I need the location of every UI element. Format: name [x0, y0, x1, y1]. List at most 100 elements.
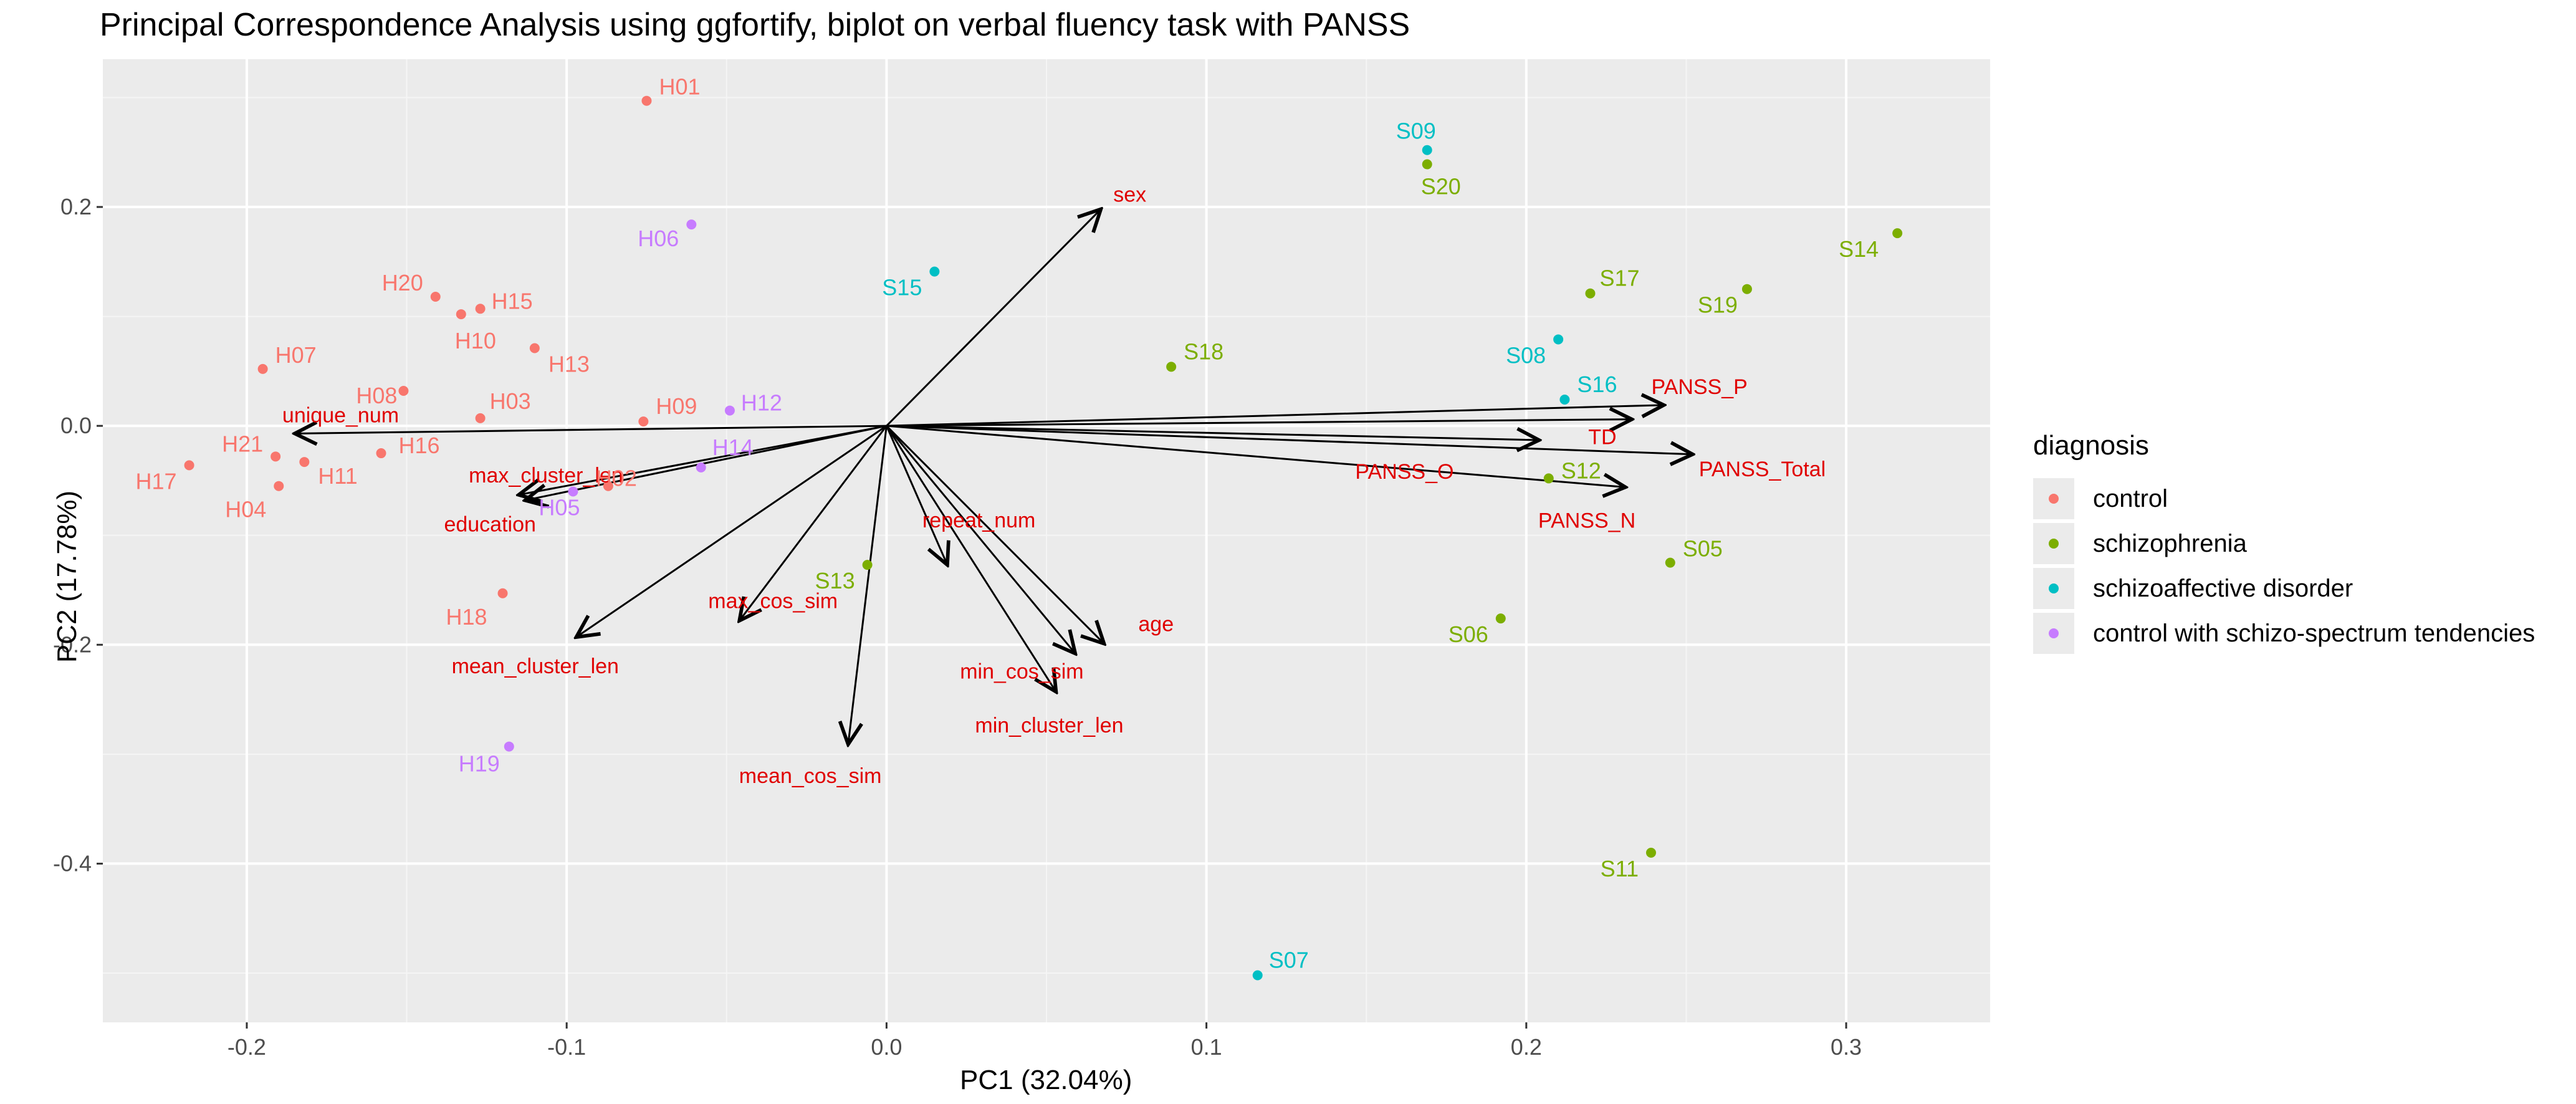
- point-label-s20: S20: [1421, 174, 1461, 199]
- loading-arrow-mean-cos-sim: [848, 425, 888, 744]
- loading-label-mean-cos-sim: mean_cos_sim: [739, 764, 882, 788]
- loading-label-panss-o: PANSS_O: [1355, 460, 1453, 484]
- loading-label-sex: sex: [1113, 183, 1146, 207]
- point-label-h12: H12: [741, 390, 782, 416]
- score-point-h20: [430, 291, 441, 302]
- score-point-h21: [271, 451, 281, 462]
- score-point-s05: [1665, 557, 1675, 568]
- point-label-h06: H06: [638, 226, 679, 251]
- loading-label-education: education: [444, 513, 535, 537]
- point-label-s12: S12: [1561, 458, 1601, 483]
- score-point-h07: [257, 363, 268, 374]
- y-axis-label: PC2 (17.78%): [52, 490, 83, 663]
- score-point-s13: [862, 560, 873, 570]
- loading-arrow-max-cos-sim: [739, 425, 888, 621]
- point-labels: sex unique_num max_cluster_len education mea…: [136, 74, 1879, 973]
- score-point-s19: [1741, 284, 1752, 294]
- point-label-s18: S18: [1184, 338, 1223, 364]
- loading-arrow-unique-num: [295, 426, 887, 433]
- legend-title: diagnosis: [2033, 430, 2149, 461]
- point-label-h08: H08: [356, 383, 397, 408]
- point-label-h15: H15: [492, 288, 533, 314]
- axis-layer: -0.2 -0.1 0.0 0.1 0.2 0.3 -0.4 -0.2 0.0 0.2: [53, 194, 1862, 1060]
- point-label-h19: H19: [459, 751, 500, 777]
- point-label-s09: S09: [1396, 118, 1436, 144]
- legend-item-control: control: [2033, 476, 2535, 521]
- loading-arrow-mean-cluster-len: [577, 425, 888, 637]
- point-label-h14: H14: [712, 434, 754, 460]
- loading-arrows: [295, 209, 1693, 745]
- score-point-h11: [299, 457, 310, 468]
- point-label-s06: S06: [1448, 622, 1488, 647]
- y-tick-label: 0.0: [60, 413, 92, 438]
- loading-label-min-cluster-len: min_cluster_len: [975, 714, 1123, 737]
- legend-swatch-schizoaffective: [2049, 583, 2059, 593]
- x-tick-label: 0.0: [871, 1034, 902, 1060]
- score-point-h10: [456, 309, 466, 320]
- legend-item-spectrum: control with schizo-spectrum tendencies: [2033, 611, 2535, 656]
- score-point-s16: [1559, 395, 1570, 405]
- loading-label-mean-cluster-len: mean_cluster_len: [452, 655, 619, 678]
- loading-arrow-education: [525, 425, 887, 500]
- loading-label-max-cluster-len: max_cluster_len: [469, 464, 623, 487]
- score-point-s08: [1553, 334, 1564, 345]
- score-point-h04: [274, 481, 284, 491]
- score-point-s11: [1645, 847, 1656, 858]
- legend-label-schizoaffective: schizoaffective disorder: [2093, 574, 2353, 602]
- y-tick-label: -0.2: [53, 631, 92, 657]
- point-label-s15: S15: [882, 275, 922, 300]
- score-point-h17: [184, 460, 194, 471]
- point-label-h03: H03: [490, 388, 531, 414]
- score-point-s12: [1543, 473, 1554, 484]
- point-label-s19: S19: [1698, 292, 1738, 318]
- legend-label-schizophrenia: schizophrenia: [2093, 529, 2247, 557]
- point-label-s05: S05: [1683, 536, 1723, 562]
- point-label-h16: H16: [399, 433, 440, 458]
- grid-layer: [103, 59, 1990, 1022]
- loading-label-panss-n: PANSS_N: [1538, 509, 1635, 532]
- loading-label-panss-p: PANSS_P: [1652, 375, 1748, 399]
- score-point-h16: [376, 448, 386, 459]
- x-tick-label: -0.2: [227, 1034, 266, 1060]
- point-label-h17: H17: [136, 468, 177, 494]
- legend-swatch-spectrum: [2049, 628, 2059, 638]
- point-label-s17: S17: [1599, 266, 1639, 291]
- point-label-s08: S08: [1506, 342, 1546, 368]
- loading-label-unique-num: unique_num: [282, 403, 399, 427]
- score-point-s09: [1422, 145, 1432, 155]
- point-label-s16: S16: [1577, 372, 1617, 397]
- loading-arrow-panss-o: [886, 425, 1539, 440]
- loading-arrow-age: [886, 425, 1104, 643]
- score-point-s15: [929, 266, 940, 277]
- score-point-s18: [1166, 362, 1177, 372]
- point-label-s13: S13: [815, 568, 855, 593]
- score-point-s17: [1585, 288, 1596, 299]
- x-tick-label: 0.2: [1511, 1034, 1542, 1060]
- legend: diagnosis control schizophrenia schizoaffe…: [2033, 430, 2535, 656]
- loading-arrow-repeat-num: [886, 425, 947, 565]
- legend-item-schizoaffective: schizoaffective disorder: [2033, 566, 2535, 611]
- score-point-h19: [504, 741, 514, 752]
- loading-arrow-td: [886, 420, 1632, 426]
- loading-label-age: age: [1138, 613, 1174, 636]
- loading-label-repeat-num: repeat_num: [922, 509, 1035, 532]
- point-label-h02: H02: [596, 466, 637, 491]
- score-point-h06: [686, 219, 697, 230]
- score-point-s07: [1252, 970, 1263, 981]
- legend-swatch-control: [2049, 494, 2059, 504]
- legend-item-schizophrenia: schizophrenia: [2033, 521, 2535, 566]
- loading-arrow-max-cluster-len: [519, 425, 887, 495]
- point-label-s14: S14: [1839, 236, 1879, 262]
- score-points: [184, 95, 1903, 981]
- legend-key-control: [2033, 478, 2074, 519]
- point-label-h04: H04: [225, 497, 266, 522]
- loading-label-max-cos-sim: max_cos_sim: [708, 590, 838, 613]
- point-label-s07: S07: [1269, 948, 1309, 973]
- point-label-h07: H07: [275, 342, 317, 368]
- score-point-h13: [529, 343, 540, 353]
- loading-arrow-panss-total: [886, 425, 1692, 454]
- loading-arrow-panss-n: [886, 425, 1626, 487]
- x-tick-label: 0.1: [1191, 1034, 1222, 1060]
